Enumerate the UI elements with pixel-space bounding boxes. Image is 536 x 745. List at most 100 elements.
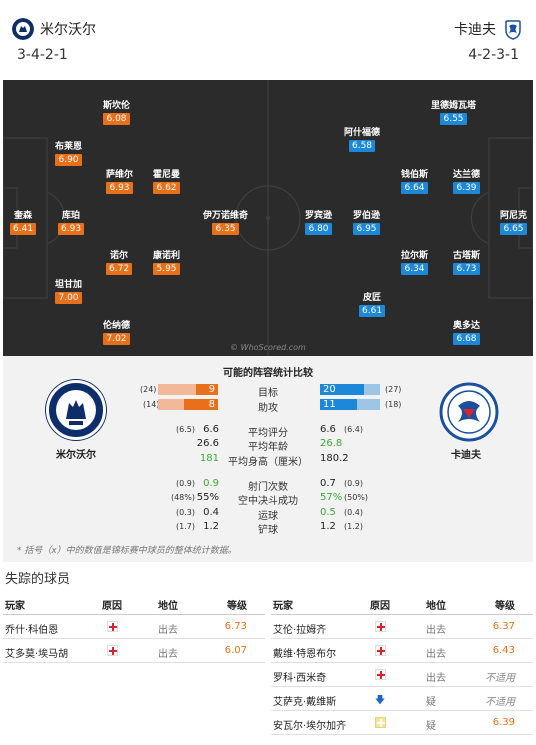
player-name: 罗宾逊 (305, 211, 333, 221)
away-season-value: (50%) (344, 493, 369, 502)
player-name[interactable]: 艾多莫·埃马胡 (5, 649, 69, 660)
col-reason: 原因 (370, 601, 390, 612)
away-team[interactable]: 卡迪夫 (448, 18, 524, 40)
lineup-comparison: 可能的阵容统计比较 米尔沃尔 卡迪夫 (24) 9 目标 20 (27) ( (3, 356, 533, 562)
player-card[interactable]: 诺尔 6.72 (106, 248, 133, 275)
table-row[interactable]: 艾伦·拉姆齐 出去 6.37 (271, 615, 533, 639)
player-rating: 5.95 (153, 263, 180, 275)
away-value: 11 (323, 399, 336, 410)
stat-row: (48%) 55% 空中决斗成功 57% (50%) (3, 492, 533, 507)
player-name[interactable]: 艾伦·拉姆齐 (273, 625, 327, 636)
player-card[interactable]: 罗伯逊 6.95 (353, 208, 380, 235)
reason-cell (365, 645, 395, 657)
player-card[interactable]: 奥多达 6.68 (453, 318, 480, 345)
player-card[interactable]: 里德姆瓦塔 6.55 (431, 98, 476, 125)
col-player: 玩家 (5, 601, 25, 612)
status: 出去 (426, 673, 446, 684)
player-card[interactable]: 阿尼克 6.65 (500, 208, 527, 235)
stat-label: 助攻 (258, 403, 278, 414)
away-value: 180.2 (320, 453, 349, 464)
home-missing-table: 玩家 原因 地位 等级 乔什·科伯恩 出去 6.73 艾多莫·埃马胡 出去 6.… (3, 591, 265, 663)
away-missing-table: 玩家 原因 地位 等级 艾伦·拉姆齐 出去 6.37 戴维·特恩布尔 出去 6.… (271, 591, 533, 735)
player-card[interactable]: 达兰德 6.39 (453, 167, 480, 194)
away-value: 0.5 (320, 507, 336, 518)
player-card[interactable]: 罗宾逊 6.80 (305, 208, 332, 235)
player-name[interactable]: 罗科·西米奇 (273, 673, 327, 684)
player-card[interactable]: 库珀 6.93 (58, 208, 85, 235)
table-header: 玩家 原因 地位 等级 (271, 591, 533, 615)
player-card[interactable]: 霍尼曼 6.62 (153, 167, 180, 194)
away-season-value: (0.4) (344, 508, 363, 517)
away-team-label: 卡迪夫 (451, 450, 481, 461)
table-row[interactable]: 戴维·特恩布尔 出去 6.43 (271, 639, 533, 663)
away-season-value: (27) (385, 385, 402, 394)
home-value: 55% (196, 492, 219, 503)
suspension-icon (374, 717, 386, 728)
grade: 6.39 (492, 717, 515, 728)
player-card[interactable]: 钱伯斯 6.64 (401, 167, 428, 194)
stat-row: (0.9) 0.9 射门次数 0.7 (0.9) (3, 478, 533, 493)
home-value: 9 (208, 384, 215, 395)
table-row[interactable]: 安瓦尔·埃尔加齐 疑 6.39 (271, 711, 533, 735)
player-name: 康诺利 (153, 251, 181, 261)
player-name[interactable]: 乔什·科伯恩 (5, 625, 59, 636)
stat-label: 空中决斗成功 (238, 496, 298, 507)
player-card[interactable]: 萨维尔 6.93 (106, 167, 133, 194)
player-card[interactable]: 布莱恩 6.90 (55, 139, 82, 166)
player-rating: 6.73 (453, 263, 480, 275)
home-value: 26.6 (196, 438, 219, 449)
player-name: 伦纳德 (103, 321, 131, 331)
player-name[interactable]: 艾萨克·戴维斯 (273, 697, 337, 708)
player-card[interactable]: 坦甘加 7.00 (55, 277, 82, 304)
stat-row-goals: (24) 9 目标 20 (27) (3, 384, 533, 399)
table-row[interactable]: 艾多莫·埃马胡 出去 6.07 (3, 639, 265, 663)
away-formation: 4-2-3-1 (468, 47, 519, 63)
player-name: 斯坎伦 (103, 101, 131, 111)
player-rating: 6.55 (440, 113, 467, 125)
player-card[interactable]: 阿什福德 6.58 (344, 125, 380, 152)
home-bar: 9 (158, 384, 218, 395)
player-card[interactable]: 康诺利 5.95 (153, 248, 180, 275)
player-card[interactable]: 斯坎伦 6.08 (103, 98, 130, 125)
home-season-value: (6.5) (176, 425, 195, 434)
col-status: 地位 (158, 601, 178, 612)
player-card[interactable]: 拉尔斯 6.34 (401, 248, 428, 275)
reason-cell: 🡇 (365, 693, 395, 710)
player-name: 达兰德 (453, 170, 481, 180)
player-rating: 6.58 (348, 140, 376, 152)
stat-label: 射门次数 (248, 482, 288, 493)
away-bar: 11 (320, 399, 380, 410)
home-team[interactable]: 米尔沃尔 (12, 18, 102, 40)
injury-icon (106, 621, 118, 632)
status: 疑 (426, 697, 436, 708)
player-card[interactable]: 奎森 6.41 (10, 208, 37, 235)
player-card[interactable]: 伊万诺维奇 6.35 (203, 208, 248, 235)
stat-row-assists: (14) 8 助攻 11 (18) (3, 399, 533, 414)
player-name[interactable]: 戴维·特恩布尔 (273, 649, 337, 660)
reason-cell (365, 717, 395, 729)
home-season-value: (24) (140, 385, 157, 394)
player-card[interactable]: 皮匠 6.61 (359, 290, 386, 317)
away-season-value: (18) (385, 400, 402, 409)
table-row[interactable]: 艾萨克·戴维斯 🡇 疑 不适用 (271, 687, 533, 711)
stat-row: 181 平均身高（厘米） 180.2 (3, 453, 533, 468)
player-name: 古塔斯 (453, 251, 481, 261)
away-season-value: (1.2) (344, 522, 363, 531)
player-name: 阿尼克 (500, 211, 528, 221)
home-value: 8 (208, 399, 215, 410)
injury-icon (106, 645, 118, 656)
player-card[interactable]: 古塔斯 6.73 (453, 248, 480, 275)
player-name[interactable]: 安瓦尔·埃尔加齐 (273, 721, 347, 732)
player-name: 诺尔 (110, 251, 129, 261)
table-row[interactable]: 乔什·科伯恩 出去 6.73 (3, 615, 265, 639)
stat-label: 目标 (258, 388, 278, 399)
grade: 6.73 (224, 621, 247, 632)
comparison-title: 可能的阵容统计比较 (223, 368, 313, 379)
col-player: 玩家 (273, 601, 293, 612)
away-value: 26.8 (320, 438, 343, 449)
player-rating: 6.62 (153, 182, 180, 194)
player-card[interactable]: 伦纳德 7.02 (103, 318, 130, 345)
away-value: 57% (320, 492, 343, 503)
table-row[interactable]: 罗科·西米奇 出去 不适用 (271, 663, 533, 687)
player-rating: 6.39 (453, 182, 480, 194)
